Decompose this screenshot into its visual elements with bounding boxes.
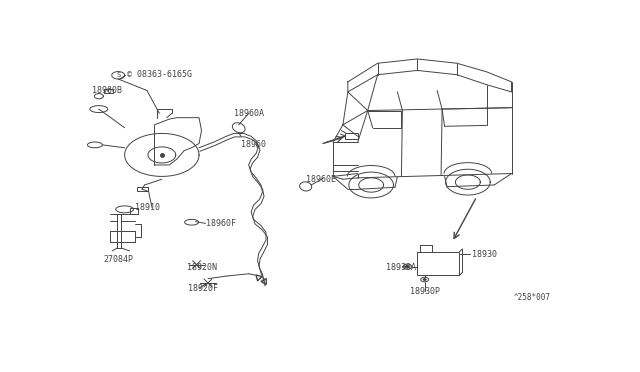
Text: 18960B: 18960B — [92, 86, 122, 95]
Text: 27084P: 27084P — [104, 255, 134, 264]
Bar — [346, 133, 358, 139]
Text: 18960: 18960 — [241, 140, 266, 150]
Text: ^258*007: ^258*007 — [514, 293, 551, 302]
Text: 18960E: 18960E — [306, 175, 336, 184]
Text: 18920F: 18920F — [188, 283, 218, 293]
Text: 18920N: 18920N — [187, 263, 216, 272]
Bar — [129, 208, 138, 214]
Bar — [417, 252, 460, 275]
Text: 18930A: 18930A — [386, 263, 416, 272]
Text: 18930P: 18930P — [410, 287, 440, 296]
Text: 18910: 18910 — [134, 203, 159, 212]
Circle shape — [405, 266, 410, 268]
Text: 18960A: 18960A — [234, 109, 264, 118]
Bar — [137, 187, 148, 191]
Text: © 08363-6165G: © 08363-6165G — [127, 70, 192, 79]
Text: 18960F: 18960F — [207, 219, 237, 228]
Bar — [104, 89, 113, 93]
Text: 18930: 18930 — [472, 250, 497, 259]
Circle shape — [423, 279, 426, 280]
Text: S: S — [116, 72, 120, 78]
